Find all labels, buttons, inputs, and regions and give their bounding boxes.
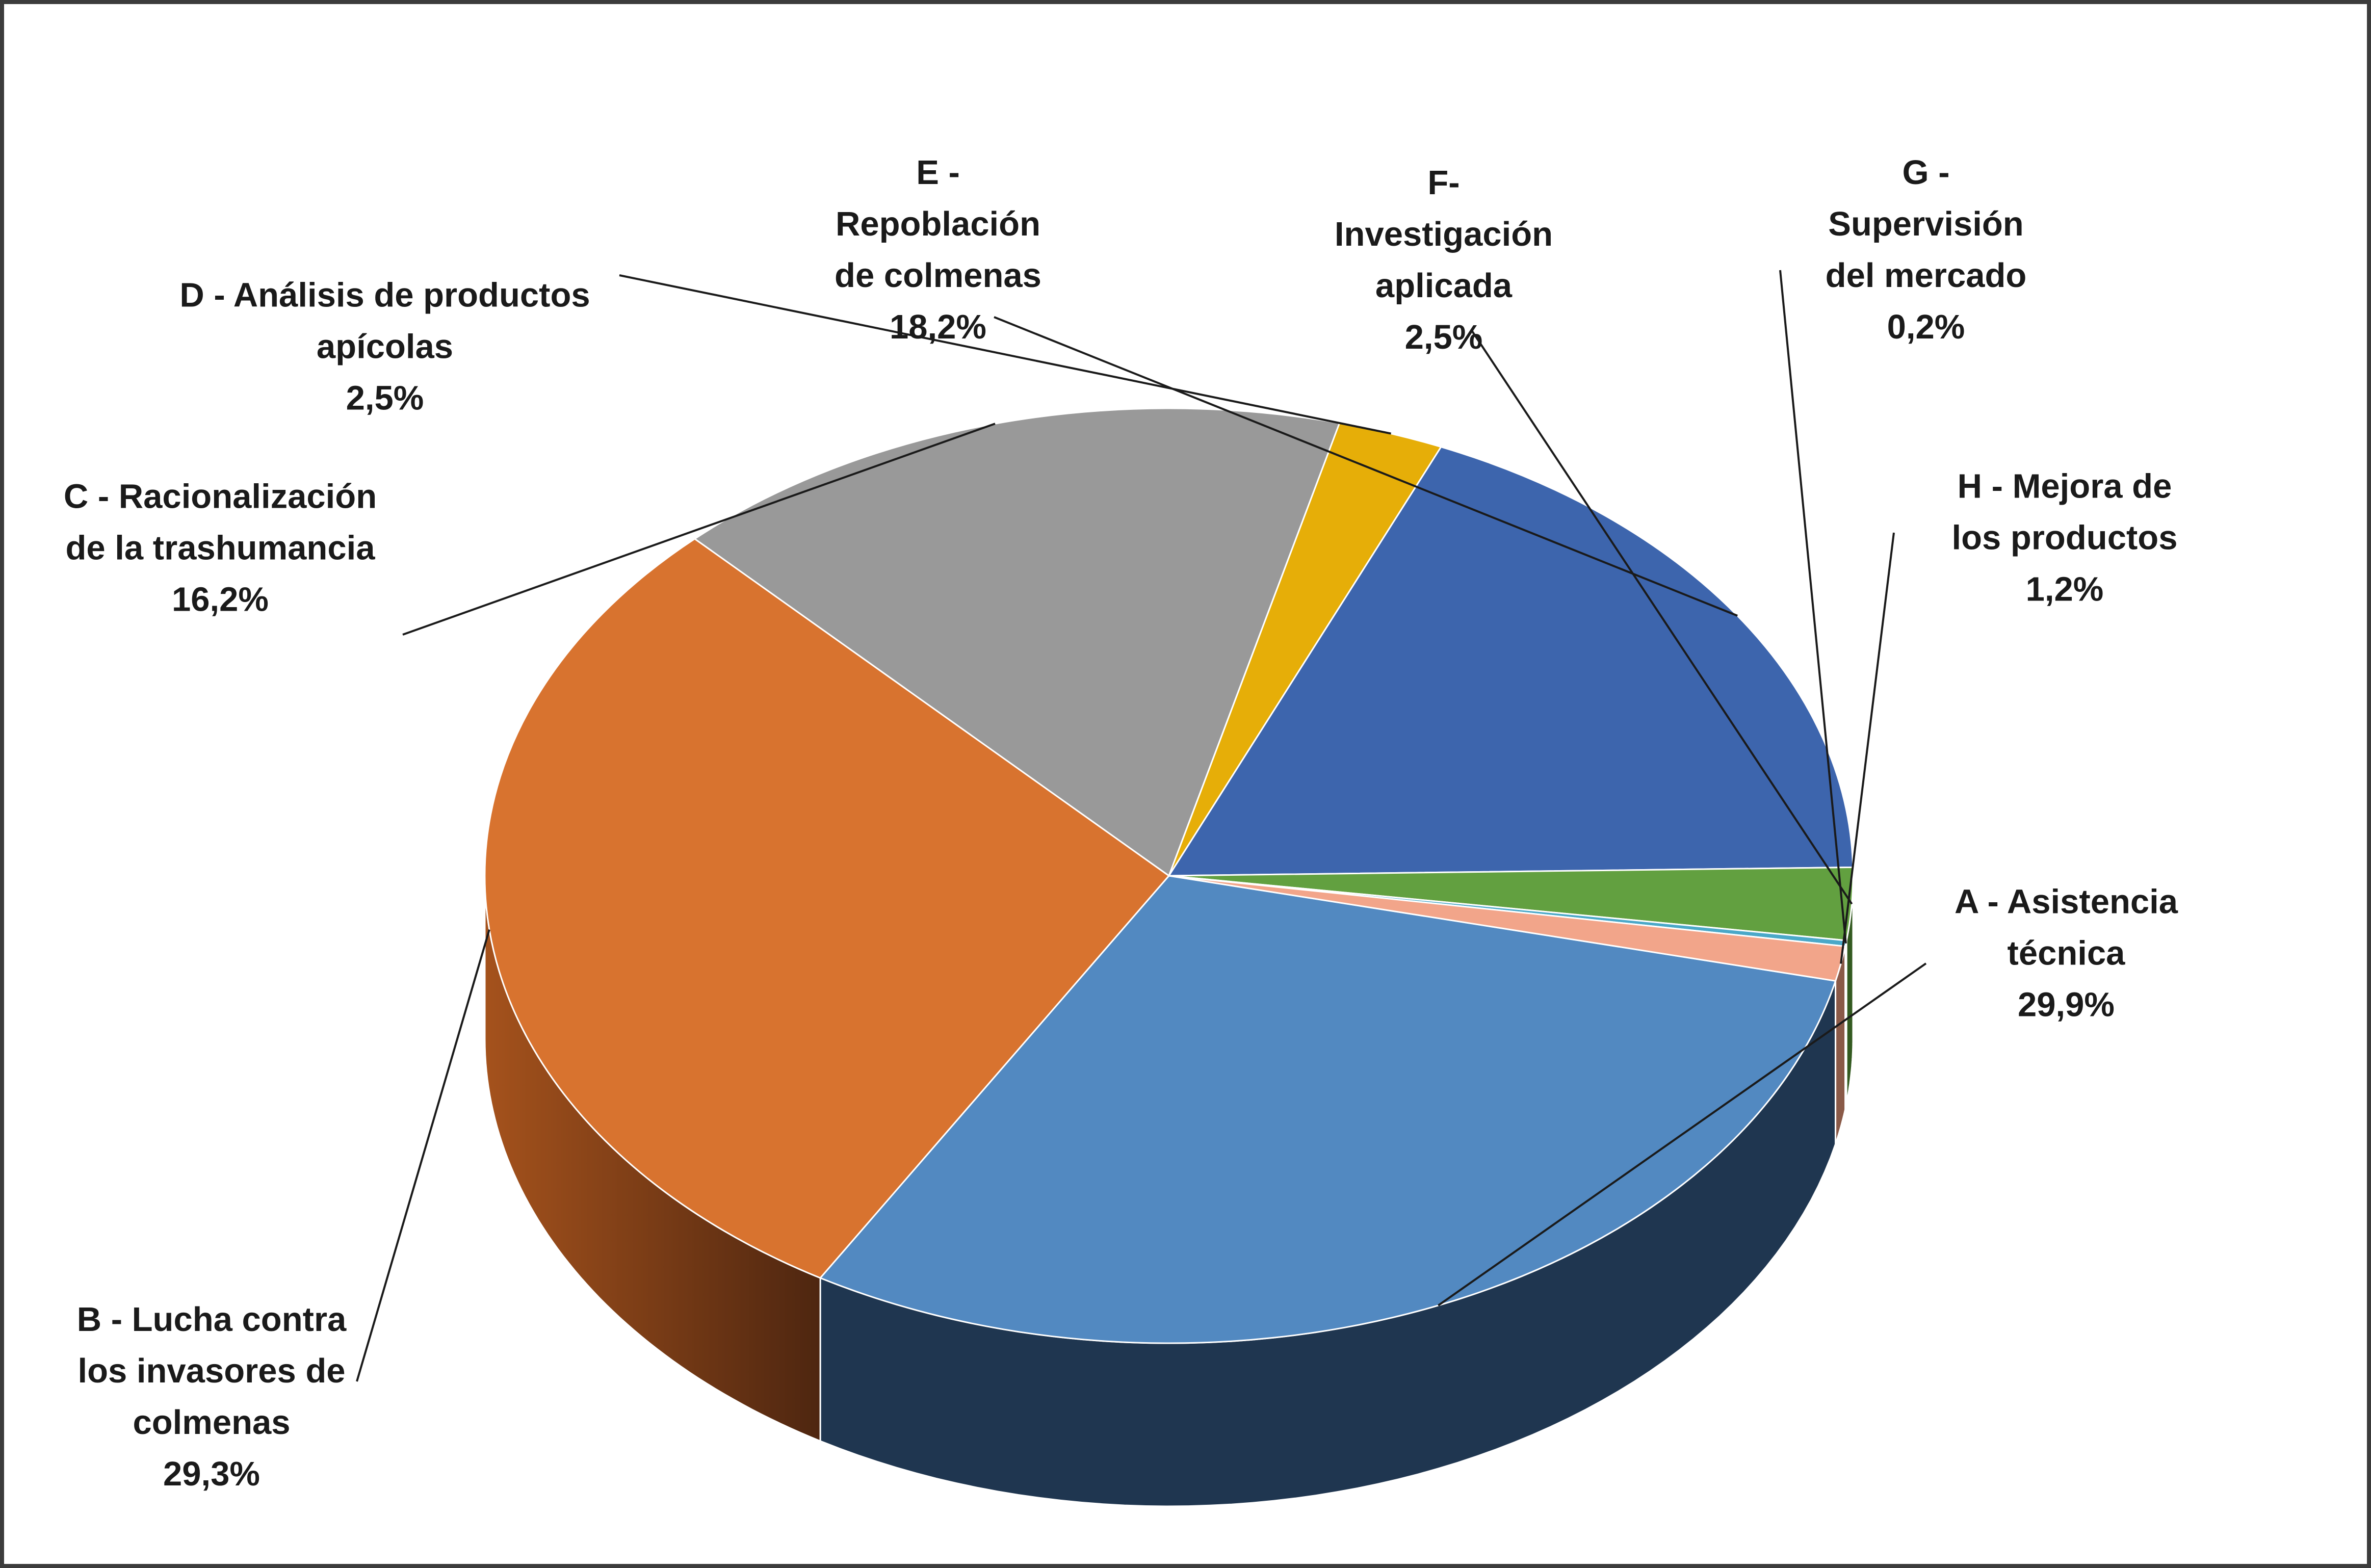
leader-line-d <box>619 274 1392 435</box>
data-label-line: del mercado <box>1825 256 2027 295</box>
data-label-value: 16,2% <box>172 580 269 619</box>
leader-line-e <box>994 316 1738 617</box>
data-label-value: 29,9% <box>2018 985 2115 1024</box>
data-label-line: de la trashumancia <box>65 529 375 567</box>
data-label-value: 2,5% <box>346 379 424 417</box>
leader-line-a <box>1438 962 1927 1306</box>
data-label-line: F- <box>1427 164 1460 202</box>
leader-line-c <box>402 423 996 636</box>
data-label-line: aplicada <box>1375 267 1513 305</box>
data-label-line: técnica <box>2007 934 2125 973</box>
data-label-d: D - Análisis de productos apícolas 2,5% <box>179 270 590 424</box>
data-label-e: E - Repoblación de colmenas 18,2% <box>835 147 1041 353</box>
data-label-line: B - Lucha contra <box>76 1300 347 1339</box>
leader-line-f <box>1471 330 1853 905</box>
data-label-line: A - Asistencia <box>1954 882 2178 921</box>
data-label-c: C - Racionalización de la trashumancia 16,… <box>64 471 377 625</box>
data-label-g: G - Supervisión del mercado 0,2% <box>1826 147 2027 353</box>
data-label-line: de colmenas <box>835 256 1041 295</box>
data-label-f: F- Investigación aplicada 2,5% <box>1335 157 1553 363</box>
data-label-value: 18,2% <box>890 308 986 346</box>
data-label-line: Repoblación <box>835 205 1041 243</box>
data-label-line: C - Racionalización <box>63 477 377 516</box>
data-label-line: apícolas <box>316 327 454 366</box>
leader-line-b <box>356 929 490 1382</box>
data-label-line: H - Mejora de <box>1957 467 2172 506</box>
data-label-line: D - Análisis de productos <box>179 276 590 315</box>
data-label-b: B - Lucha contra los invasores de colmenas… <box>77 1294 347 1500</box>
data-label-value: 29,3% <box>163 1455 260 1493</box>
data-label-line: G - <box>1902 153 1950 192</box>
data-label-value: 1,2% <box>2025 570 2104 609</box>
leader-line-h <box>1840 532 1895 964</box>
data-label-line: los invasores de <box>77 1352 346 1390</box>
data-label-value: 0,2% <box>1887 308 1965 346</box>
data-label-line: E - <box>916 153 960 192</box>
data-label-line: los productos <box>1951 518 2178 557</box>
data-label-line: Supervisión <box>1828 205 2024 243</box>
data-label-line: colmenas <box>133 1403 291 1442</box>
data-label-h: H - Mejora de los productos 1,2% <box>1952 461 2178 615</box>
pie-slice-b <box>484 538 1170 1279</box>
leader-line-g <box>1779 270 1847 944</box>
data-label-line: Investigación <box>1334 215 1553 253</box>
data-label-a: A - Asistencia técnica 29,9% <box>1955 876 2178 1031</box>
data-label-value: 2,5% <box>1404 318 1483 356</box>
